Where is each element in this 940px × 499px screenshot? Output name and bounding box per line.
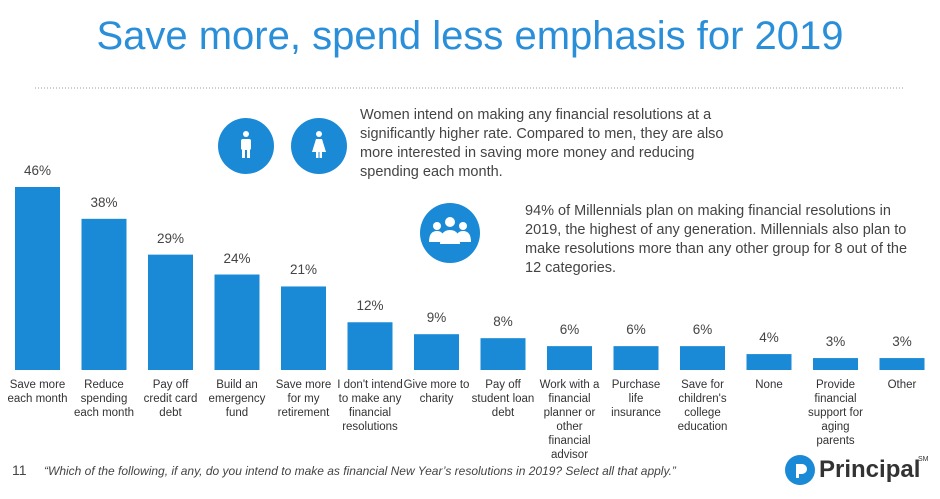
x-tick-label: Purchase life insurance <box>611 379 661 419</box>
insight: 94% of Millennials plan on making financ… <box>525 203 908 276</box>
value-label: 6% <box>626 322 646 338</box>
value-label: 29% <box>156 230 185 246</box>
value-label: 24% <box>223 250 251 266</box>
x-tick-label: Build an emergency fund <box>208 379 266 419</box>
insight: Women intend on making any financial res… <box>360 107 724 180</box>
x-tick-label: Save for children's college education <box>677 379 728 433</box>
bar <box>281 286 326 370</box>
bar <box>680 346 725 370</box>
x-tick-label: Save more for my retirement <box>275 379 332 419</box>
bar <box>746 354 792 370</box>
value-label: 4% <box>759 330 779 346</box>
bar <box>414 334 459 370</box>
bar <box>813 358 858 370</box>
bar <box>480 338 526 370</box>
x-tick-label: Give more to charity <box>403 379 470 405</box>
title: Save more, spend less emphasis for 2019 <box>96 14 844 58</box>
page-number: 11 <box>12 462 27 478</box>
value-label: 6% <box>559 322 580 338</box>
value-label: 8% <box>493 314 513 330</box>
value-label: 3% <box>892 334 912 350</box>
value-label: 21% <box>289 262 318 278</box>
x-tick-label: None <box>755 379 783 391</box>
value-label: 6% <box>692 322 713 338</box>
bar <box>613 346 659 370</box>
x-tick-label: Provide financial support for aging pare… <box>808 379 863 447</box>
bar <box>347 322 393 370</box>
bar <box>148 254 193 370</box>
bar <box>214 274 260 370</box>
value-label: 46% <box>23 163 52 178</box>
x-tick-label: Other <box>887 379 917 391</box>
icon-figures <box>241 131 807 478</box>
bar <box>15 187 60 370</box>
value-label: 3% <box>825 334 846 350</box>
x-tick-label: Work with a financial planner or other f… <box>539 379 600 461</box>
x-tick-label: Save more each month <box>7 379 68 405</box>
footnote: “Which of the following, if any, do you … <box>44 464 676 478</box>
value-label: 12% <box>356 298 384 314</box>
value-label: 38% <box>90 194 118 210</box>
x-tick-label: Pay off student loan debt <box>471 379 535 419</box>
value-label: 9% <box>426 310 447 326</box>
x-tick-label: Pay off credit card debt <box>143 379 198 419</box>
bar <box>547 346 592 370</box>
logo-sm: SM <box>918 456 929 463</box>
logo: Principal <box>819 456 921 483</box>
bar <box>81 218 127 370</box>
x-tick-label: Reduce spending each month <box>73 379 135 419</box>
x-tick-label: I don't intend to make any financial res… <box>337 379 403 433</box>
bar <box>879 358 925 370</box>
